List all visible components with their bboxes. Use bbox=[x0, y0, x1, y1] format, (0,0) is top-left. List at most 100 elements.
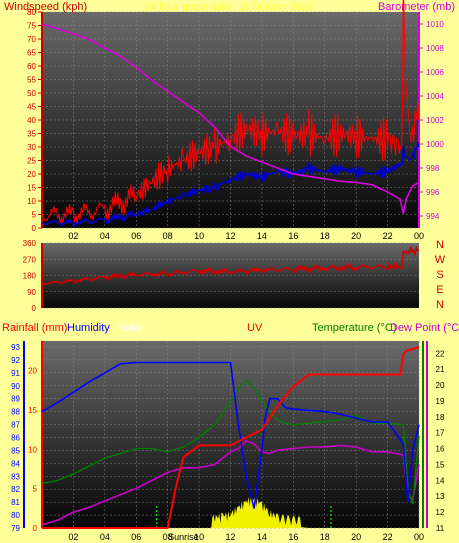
wind-direction-series bbox=[41, 245, 420, 286]
humidity-tick-label: 89 bbox=[11, 395, 20, 404]
temperature-tick-label: 22 bbox=[436, 349, 445, 358]
humidity-tick-label: 83 bbox=[11, 472, 20, 481]
wind-x-tick-label: 14 bbox=[257, 231, 267, 241]
rainfall-tick-label: 15 bbox=[28, 406, 37, 415]
wind-x-tick-label: 08 bbox=[163, 231, 173, 241]
temp-x-tick-label: 20 bbox=[351, 532, 361, 542]
windspeed-tick-label: 5 bbox=[32, 211, 37, 220]
windspeed-axis-title: Windspeed (kph) bbox=[4, 1, 87, 13]
temp-x-tick-label: 04 bbox=[100, 532, 110, 542]
solar-uv-area bbox=[42, 496, 419, 528]
temp-x-tick-label: 16 bbox=[288, 532, 298, 542]
temp-x-tick-label: 08 bbox=[163, 532, 173, 542]
windspeed-tick-label: 40 bbox=[27, 116, 36, 125]
legend-uv: UV bbox=[247, 322, 263, 334]
humidity-tick-label: 87 bbox=[11, 421, 20, 430]
barometer-axis-title: Barometer (mb) bbox=[378, 1, 455, 13]
humidity-tick-label: 86 bbox=[11, 434, 20, 443]
windspeed-tick-label: 35 bbox=[27, 130, 36, 139]
temperature-tick-label: 13 bbox=[436, 492, 445, 501]
rainfall-tick-label: 10 bbox=[28, 445, 37, 454]
humidity-tick-label: 91 bbox=[11, 369, 20, 378]
compass-label: E bbox=[436, 284, 443, 296]
wind-x-tick-label: 22 bbox=[383, 231, 393, 241]
temperature-tick-label: 19 bbox=[436, 397, 445, 406]
windspeed-tick-label: 20 bbox=[27, 170, 36, 179]
compass-label: S bbox=[436, 269, 443, 281]
sunrise-label: Sunrise bbox=[168, 532, 199, 542]
temp-x-tick-label: 10 bbox=[194, 532, 204, 542]
humidity-tick-label: 80 bbox=[11, 511, 20, 520]
dewpoint-series bbox=[41, 439, 420, 526]
temperature-tick-label: 16 bbox=[436, 445, 445, 454]
barometer-tick-label: 1000 bbox=[426, 140, 444, 149]
compass-label: N bbox=[436, 239, 444, 251]
temperature-tick-label: 17 bbox=[436, 429, 445, 438]
humidity-tick-label: 79 bbox=[11, 524, 20, 533]
legend-temperature: Temperature (°C) bbox=[312, 322, 396, 334]
humidity-tick-label: 88 bbox=[11, 408, 20, 417]
legend-humidity: Humidity bbox=[67, 322, 110, 334]
temperature-tick-label: 21 bbox=[436, 365, 445, 374]
temperature-tick-label: 11 bbox=[436, 524, 445, 533]
windspeed-tick-label: 80 bbox=[27, 8, 36, 17]
wind-speed-series bbox=[41, 142, 420, 227]
windspeed-tick-label: 50 bbox=[27, 89, 36, 98]
barometer-tick-label: 1006 bbox=[426, 68, 444, 77]
temperature-series bbox=[41, 379, 420, 505]
wind-x-tick-label: 12 bbox=[225, 231, 235, 241]
barometer-tick-label: 996 bbox=[426, 188, 440, 197]
graph-title: 24 hour graph data - 11 October 2024 bbox=[145, 2, 313, 13]
temp-x-tick-label: 14 bbox=[257, 532, 267, 542]
wind-x-tick-label: 00 bbox=[414, 231, 424, 241]
humidity-tick-label: 84 bbox=[11, 459, 20, 468]
temperature-tick-label: 12 bbox=[436, 508, 445, 517]
windspeed-tick-label: 25 bbox=[27, 157, 36, 166]
compass-label: W bbox=[435, 254, 446, 266]
temperature-tick-label: 18 bbox=[436, 413, 445, 422]
temperature-tick-label: 20 bbox=[436, 381, 445, 390]
temp-x-tick-label: 18 bbox=[320, 532, 330, 542]
rainfall-tick-label: 20 bbox=[28, 367, 37, 376]
wind-x-tick-label: 04 bbox=[100, 231, 110, 241]
windspeed-tick-label: 30 bbox=[27, 143, 36, 152]
wind-x-tick-label: 16 bbox=[288, 231, 298, 241]
rainfall-tick-label: 0 bbox=[33, 524, 38, 533]
humidity-tick-label: 93 bbox=[11, 343, 20, 352]
temp-x-tick-label: 12 bbox=[225, 532, 235, 542]
direction-tick-label: 90 bbox=[27, 288, 36, 297]
barometer-tick-label: 994 bbox=[426, 212, 440, 221]
wind-x-tick-label: 20 bbox=[351, 231, 361, 241]
wind-gust-series bbox=[41, 0, 420, 225]
windspeed-tick-label: 70 bbox=[27, 35, 36, 44]
legend-dewpoint: Dew Point (°C bbox=[390, 322, 459, 334]
windspeed-tick-label: 55 bbox=[27, 76, 36, 85]
barometer-tick-label: 1004 bbox=[426, 92, 444, 101]
temperature-tick-label: 14 bbox=[436, 476, 445, 485]
humidity-tick-label: 92 bbox=[11, 356, 20, 365]
temp-x-tick-label: 06 bbox=[131, 532, 141, 542]
rainfall-series bbox=[42, 346, 420, 529]
windspeed-tick-label: 60 bbox=[27, 62, 36, 71]
temp-x-tick-label: 22 bbox=[383, 532, 393, 542]
barometer-tick-label: 998 bbox=[426, 164, 440, 173]
direction-tick-label: 0 bbox=[32, 304, 37, 313]
windspeed-tick-label: 10 bbox=[27, 197, 36, 206]
wind-x-tick-label: 18 bbox=[320, 231, 330, 241]
windspeed-tick-label: 45 bbox=[27, 103, 36, 112]
windspeed-tick-label: 65 bbox=[27, 49, 36, 58]
direction-tick-label: 360 bbox=[23, 239, 37, 248]
temperature-tick-label: 15 bbox=[436, 460, 445, 469]
barometer-tick-label: 1010 bbox=[426, 20, 444, 29]
direction-tick-label: 180 bbox=[23, 272, 37, 281]
temp-x-tick-label: 00 bbox=[414, 532, 424, 542]
wind-x-tick-label: 06 bbox=[131, 231, 141, 241]
windspeed-tick-label: 0 bbox=[32, 224, 37, 233]
barometer-tick-label: 1008 bbox=[426, 44, 444, 53]
legend-solar: Solar bbox=[118, 322, 144, 334]
wind-x-tick-label: 10 bbox=[194, 231, 204, 241]
humidity-tick-label: 90 bbox=[11, 382, 20, 391]
wind-x-tick-label: 02 bbox=[68, 231, 78, 241]
legend-rainfall: Rainfall (mm) bbox=[2, 322, 67, 334]
